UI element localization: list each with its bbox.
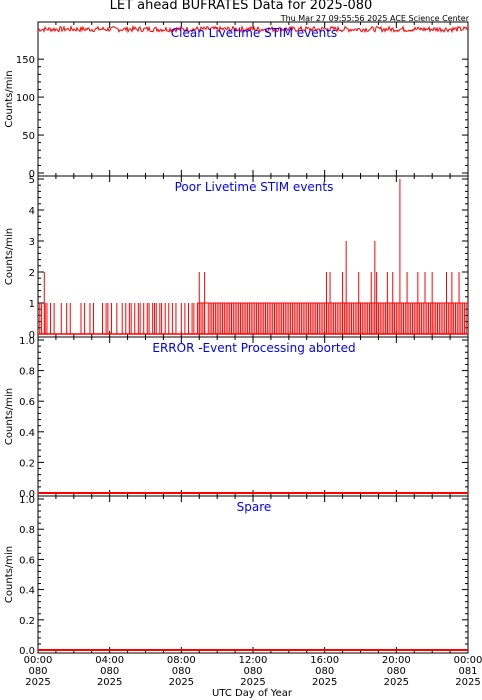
y-tick-label: 4 bbox=[29, 206, 35, 217]
panel-3: 0.0 0.2 0.4 0.6 0.8 1.0 Counts/min ERROR -Event… bbox=[4, 336, 469, 500]
x-tick-doy: 080 bbox=[243, 666, 262, 677]
x-tick-time: 04:00 bbox=[95, 655, 124, 666]
panel-4: 0.0 0.2 0.4 0.6 0.8 1.0 Counts/min Spare bbox=[4, 495, 469, 657]
y-tick-label: 150 bbox=[16, 55, 35, 66]
y-tick-label: 3 bbox=[29, 237, 35, 248]
y-tick-label: 0.8 bbox=[19, 525, 35, 536]
panel-frame bbox=[37, 336, 469, 497]
panel-frame bbox=[37, 495, 469, 654]
x-tick-doy: 080 bbox=[28, 666, 47, 677]
x-tick-time: 08:00 bbox=[167, 655, 196, 666]
y-tick-label: 0.0 bbox=[19, 646, 35, 657]
y-tick-label: 1.0 bbox=[19, 495, 35, 506]
y-tick-label: 0 bbox=[29, 330, 35, 341]
panel-frame bbox=[37, 21, 469, 177]
panel-2: 0 1 2 3 4 5 Counts/min Poor Livetime STIM event… bbox=[4, 175, 469, 341]
x-tick-year: 2025 bbox=[169, 677, 194, 688]
y-axis-label: Counts/min bbox=[4, 70, 15, 127]
x-tick-year: 2025 bbox=[384, 677, 409, 688]
y-tick-label: 0.6 bbox=[19, 555, 35, 566]
x-tick-year: 2025 bbox=[97, 677, 122, 688]
x-tick-time: 16:00 bbox=[310, 655, 339, 666]
y-tick-label: 5 bbox=[29, 175, 35, 186]
y-axis-label: Counts/min bbox=[4, 228, 15, 285]
y-tick-label: 0.8 bbox=[19, 367, 35, 378]
y-tick-label: 0.4 bbox=[19, 428, 35, 439]
x-tick-time: 00:00 bbox=[454, 655, 482, 666]
x-axis-ticks: 00:00080202504:00080202508:00080202512:0… bbox=[24, 655, 482, 688]
x-axis-label: UTC Day of Year bbox=[212, 688, 293, 699]
y-tick-label: 100 bbox=[16, 93, 35, 104]
y-tick-label: 0.6 bbox=[19, 397, 35, 408]
x-tick-time: 12:00 bbox=[239, 655, 268, 666]
y-tick-label: 1.0 bbox=[19, 336, 35, 347]
y-tick-label: 0 bbox=[29, 169, 35, 180]
y-tick-label: 0.4 bbox=[19, 586, 35, 597]
y-axis-label: Counts/min bbox=[4, 546, 15, 603]
series-line bbox=[37, 24, 469, 34]
x-tick-doy: 080 bbox=[172, 666, 191, 677]
x-tick-year: 2025 bbox=[455, 677, 480, 688]
panel-title: Spare bbox=[237, 500, 272, 514]
timestamp: Thu Mar 27 09:55:56 2025 ACE Science Cen… bbox=[280, 14, 470, 23]
y-tick-label: 1 bbox=[29, 299, 35, 310]
x-tick-doy: 080 bbox=[315, 666, 334, 677]
x-tick-time: 00:00 bbox=[24, 655, 53, 666]
x-tick-doy: 080 bbox=[100, 666, 119, 677]
y-tick-label: 2 bbox=[29, 268, 35, 279]
y-tick-label: 50 bbox=[22, 131, 35, 142]
chart-title: LET ahead BUFRATES Data for 2025-080 bbox=[110, 0, 373, 13]
x-tick-year: 2025 bbox=[25, 677, 50, 688]
x-tick-doy: 080 bbox=[387, 666, 406, 677]
x-tick-year: 2025 bbox=[240, 677, 265, 688]
y-tick-label: 0.2 bbox=[19, 616, 35, 627]
y-tick-label: 0.0 bbox=[19, 489, 35, 500]
panel-title: Poor Livetime STIM events bbox=[175, 180, 334, 194]
panel-title: Clean Livetime STIM events bbox=[171, 26, 337, 40]
x-tick-time: 20:00 bbox=[382, 655, 411, 666]
y-tick-label: 0.2 bbox=[19, 458, 35, 469]
y-axis-label: Counts/min bbox=[4, 388, 15, 445]
x-tick-doy: 081 bbox=[458, 666, 477, 677]
x-tick-year: 2025 bbox=[312, 677, 337, 688]
panel-title: ERROR -Event Processing aborted bbox=[152, 341, 355, 355]
